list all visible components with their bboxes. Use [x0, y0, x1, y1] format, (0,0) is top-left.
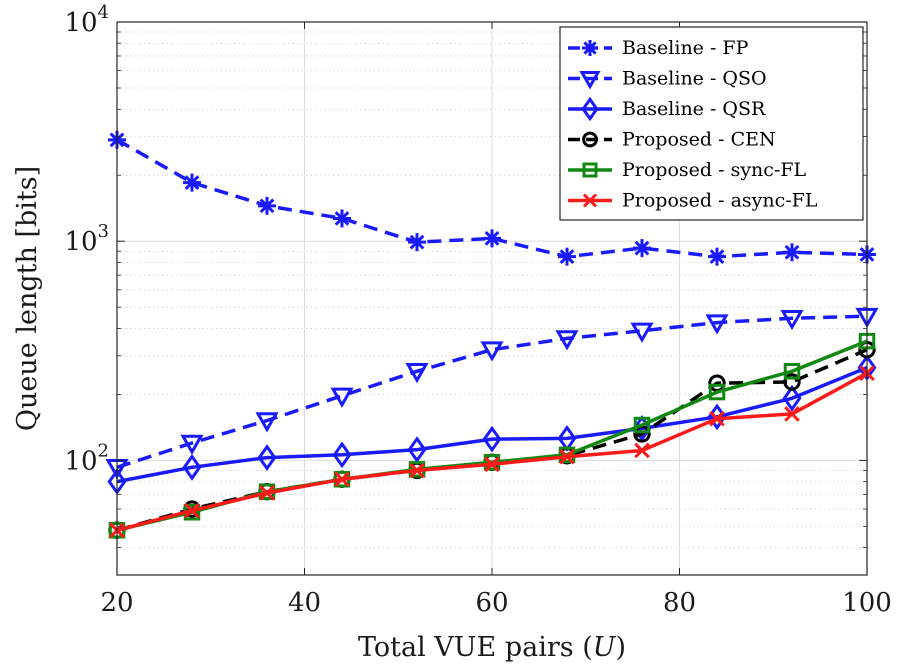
circle-marker [783, 373, 801, 391]
x-marker [409, 462, 425, 479]
diamond-marker [257, 444, 277, 471]
diamond-marker [332, 441, 352, 469]
x-tick-label: 100 [842, 588, 892, 618]
asterisk-marker [183, 173, 201, 192]
triangle-down-marker [255, 412, 279, 433]
circle-marker [582, 131, 598, 148]
asterisk-marker [708, 247, 726, 266]
axis-ticks: 20 40 60 80 100 102 103 104 [64, 2, 891, 618]
legend-label: Proposed - CEN [622, 129, 776, 151]
x-tick-label: 80 [663, 588, 696, 618]
x-axis-label: Total VUE pairs (U) [358, 632, 626, 663]
series-line [116, 138, 868, 259]
diamond-marker [581, 96, 599, 122]
x-tick-label: 40 [288, 588, 321, 618]
x-marker [484, 456, 500, 473]
square-marker [633, 416, 651, 434]
square-marker [582, 162, 598, 178]
triangle-down-marker [330, 387, 354, 408]
series-proposed-async-fl [109, 365, 875, 539]
diamond-marker [182, 453, 202, 481]
diamond-marker [782, 384, 802, 412]
asterisk-marker [408, 233, 426, 252]
asterisk-marker [783, 243, 801, 262]
series-line [116, 314, 868, 469]
asterisk-marker [258, 196, 276, 215]
triangle-down-marker [630, 322, 654, 343]
x-marker [559, 448, 575, 465]
diamond-marker [407, 436, 427, 463]
triangle-down-marker [480, 341, 504, 362]
asterisk-marker [633, 239, 651, 258]
legend-label: Baseline - QSO [622, 68, 767, 90]
legend-item: Baseline - FP [568, 37, 749, 59]
legend-box [559, 26, 864, 221]
legend-item: Baseline - QSO [568, 68, 767, 90]
square-marker [708, 383, 726, 401]
asterisk-marker [483, 229, 501, 248]
triangle-down-marker [180, 434, 204, 456]
plot-series [105, 130, 879, 539]
x-marker [184, 502, 200, 519]
square-marker [783, 363, 801, 380]
triangle-down-marker [405, 363, 429, 384]
legend-label: Proposed - async-FL [622, 190, 818, 212]
x-marker [784, 406, 800, 422]
y-tick-label: 102 [64, 440, 109, 476]
legend-item: Baseline - QSR [568, 96, 766, 122]
series-baseline-qsr [107, 354, 877, 496]
legend-item: Proposed - CEN [568, 129, 776, 151]
legend-label: Baseline - QSR [622, 98, 766, 120]
triangle-down-marker [780, 310, 804, 331]
x-marker [334, 471, 350, 488]
legend-item: Proposed - async-FL [568, 190, 818, 212]
y-tick-label: 103 [64, 221, 109, 257]
series-line [116, 365, 868, 484]
y-tick-label: 104 [64, 2, 109, 38]
x-marker [259, 485, 275, 501]
triangle-down-marker [555, 330, 579, 351]
asterisk-marker [582, 40, 598, 56]
legend: Baseline - FP Baseline - QSO Baseline - QS… [559, 26, 864, 221]
x-tick-label: 20 [100, 588, 133, 618]
x-marker [582, 193, 598, 208]
triangle-down-marker [579, 71, 601, 90]
x-marker [709, 410, 725, 427]
x-marker [634, 442, 650, 459]
y-axis-label: Queue length [bits] [12, 166, 43, 431]
legend-label: Proposed - sync-FL [622, 159, 807, 181]
legend-item: Proposed - sync-FL [568, 159, 807, 181]
diamond-marker [632, 414, 652, 442]
legend-label: Baseline - FP [622, 37, 749, 59]
series-baseline-fp [108, 130, 876, 266]
asterisk-marker [333, 209, 351, 228]
x-tick-label: 60 [475, 588, 508, 618]
asterisk-marker [558, 247, 576, 266]
diamond-marker [482, 425, 502, 453]
triangle-down-marker [705, 314, 729, 335]
